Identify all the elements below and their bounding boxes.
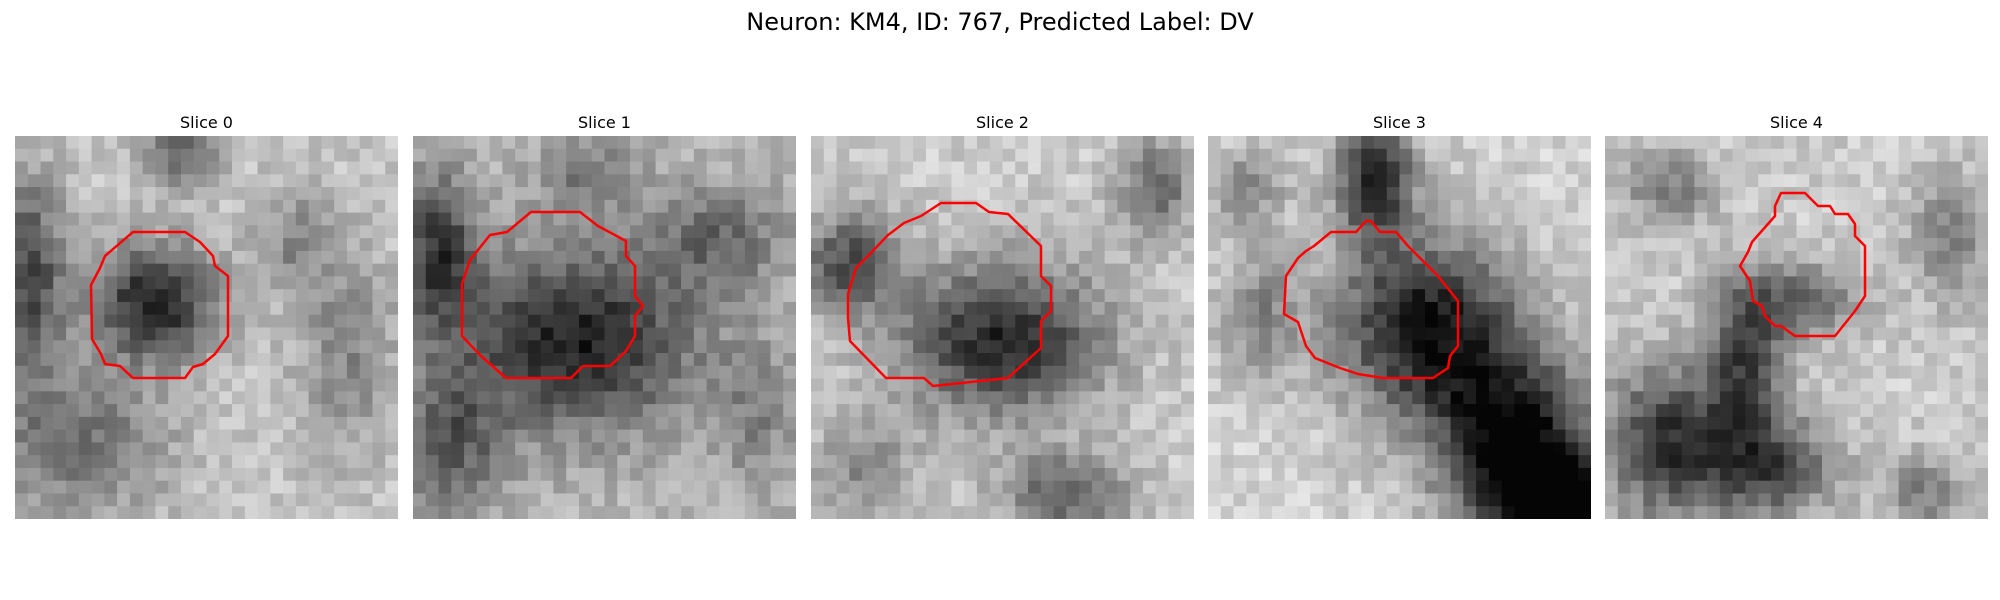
slice-title-1: Slice 1 xyxy=(578,113,631,132)
slice-panel-1: Slice 1 xyxy=(413,112,796,519)
slice-panel-4: Slice 4 xyxy=(1605,112,1988,519)
segmentation-contour xyxy=(1282,219,1460,380)
slice-title-4: Slice 4 xyxy=(1770,113,1823,132)
slice-image-3 xyxy=(1208,136,1591,519)
slice-title-2: Slice 2 xyxy=(976,113,1029,132)
slice-image-4 xyxy=(1605,136,1988,519)
slice-image-1 xyxy=(413,136,796,519)
segmentation-contour xyxy=(846,201,1053,388)
slice-title-3: Slice 3 xyxy=(1373,113,1426,132)
figure-title: Neuron: KM4, ID: 767, Predicted Label: D… xyxy=(746,8,1254,36)
slice-panel-3: Slice 3 xyxy=(1208,112,1591,519)
slice-panel-2: Slice 2 xyxy=(811,112,1194,519)
slice-image-2 xyxy=(811,136,1194,519)
slice-image-0 xyxy=(15,136,398,519)
slice-title-0: Slice 0 xyxy=(180,113,233,132)
segmentation-contour xyxy=(1738,191,1867,338)
segmentation-contour xyxy=(460,210,645,380)
segmentation-contour xyxy=(89,230,230,380)
slice-panel-0: Slice 0 xyxy=(15,112,398,519)
